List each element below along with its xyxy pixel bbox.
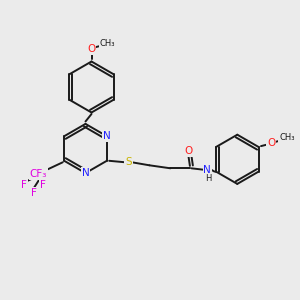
Text: N: N	[103, 131, 111, 141]
Text: O: O	[87, 44, 96, 54]
Text: S: S	[125, 157, 132, 167]
Text: CH₃: CH₃	[99, 39, 115, 48]
Text: F: F	[21, 180, 27, 190]
Text: N: N	[82, 168, 89, 178]
Text: CF₃: CF₃	[29, 169, 47, 179]
Text: F: F	[40, 180, 46, 190]
Text: CH₃: CH₃	[279, 134, 295, 142]
Text: F: F	[31, 188, 37, 198]
Text: O: O	[267, 138, 275, 148]
Text: N: N	[203, 165, 211, 175]
Text: O: O	[184, 146, 193, 156]
Text: H: H	[206, 174, 212, 183]
